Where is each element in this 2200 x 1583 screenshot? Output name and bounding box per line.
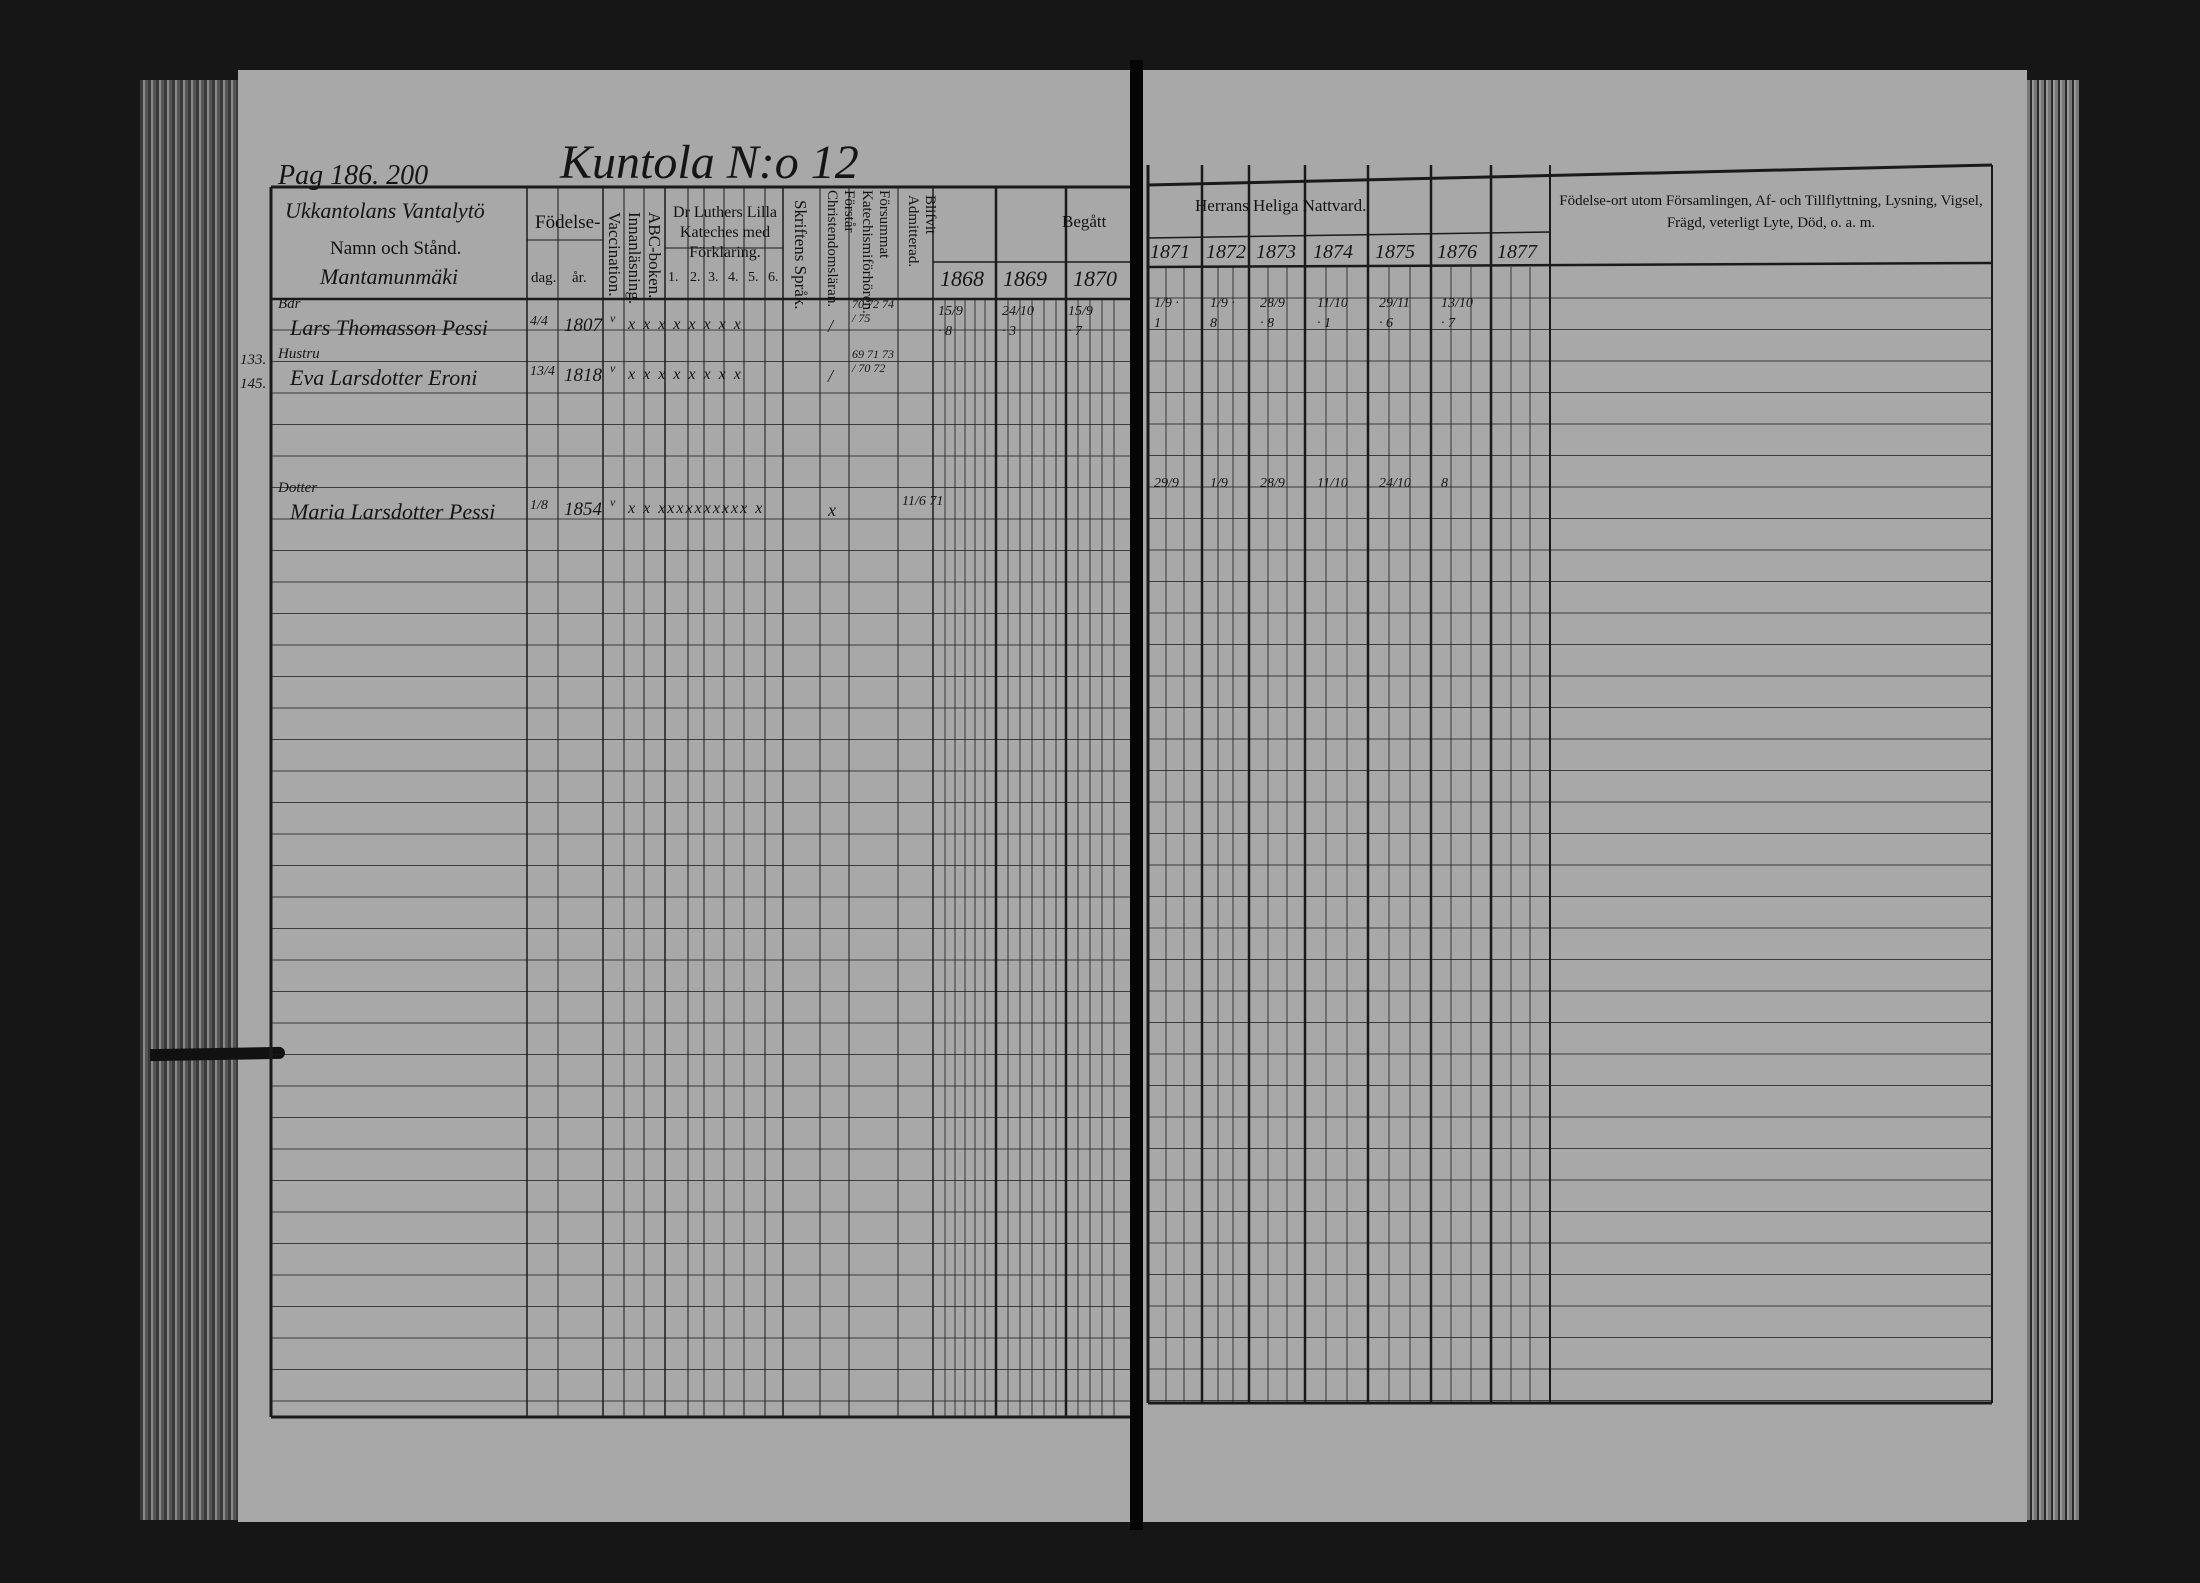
entry-birth-year: 1818 (564, 365, 602, 386)
entry-birth-day: 1/8 (530, 498, 548, 513)
entry-christendom-mark: x (828, 500, 836, 520)
catechism-part-label: 3. (708, 270, 719, 285)
communion-title: Herrans Heliga Nattvard. (1195, 196, 1367, 215)
catechism-part-label: 1. (668, 270, 679, 285)
entry-vaccination: v (610, 311, 616, 325)
abc-label: ABC-boken. (645, 212, 664, 299)
communion-date: 1/9 (1210, 476, 1228, 491)
entry-birth-day: 4/4 (530, 314, 548, 329)
innanlasning-label: Innanläsning. (625, 212, 644, 305)
table-top-rule (1147, 163, 1993, 187)
catechism-label: Dr Luthers Lilla Kateches med Förklaring… (673, 204, 777, 261)
communion-date: 28/9 · 8 (1260, 296, 1285, 331)
catechism-part-label: 2. (690, 270, 701, 285)
communion-date: 24/10 · 3 (1002, 304, 1034, 339)
entry-birth-year: 1807 (564, 315, 602, 336)
communion-date: 15/9 · 7 (1068, 304, 1093, 339)
entry-role: Dotter (278, 480, 318, 496)
header-bottom-rule (1147, 261, 1993, 269)
entry-missed-examinations: 70 72 74 / 75 (852, 297, 894, 325)
communion-date: 29/9 (1154, 476, 1179, 491)
name-col-handwritten: Ukkantolans Vantalytö (285, 198, 485, 223)
communion-date: 11/10 · 1 (1317, 296, 1348, 331)
year-header: 1868 (940, 266, 984, 291)
admitterad-label: Blifvit Admitterad. (905, 195, 938, 268)
entry-name: Eva Larsdotter Eroni (290, 365, 478, 390)
catechism-part-label: 6. (768, 270, 779, 285)
communion-date: 28/9 (1260, 476, 1285, 491)
page-reference: Pag 186. 200 (278, 160, 429, 191)
years-subheader-rule (1147, 231, 1551, 239)
name-col-label: Namn och Stånd. (330, 238, 462, 259)
year-header: 1873 (1256, 241, 1296, 263)
year-header: 1876 (1437, 241, 1477, 263)
entry-vaccination: v (610, 495, 616, 509)
year-header: 1869 (1003, 266, 1047, 291)
communion-date: 1/9 · 1 (1154, 296, 1179, 331)
left-page (238, 70, 1130, 1522)
communion-date: 24/10 (1379, 476, 1411, 491)
begatt-label: Begått (1062, 212, 1107, 231)
entry-role: Bdr (278, 296, 301, 312)
remarks-title: Födelse-ort utom Församlingen, Af- och T… (1559, 193, 1983, 231)
margin-number: 145. (240, 376, 267, 392)
communion-date: 13/10 · 7 (1441, 296, 1473, 331)
communion-date: 29/11 · 6 (1379, 296, 1410, 331)
year-header: 1872 (1206, 241, 1246, 263)
entry-name: Lars Thomasson Pessi (290, 315, 489, 340)
communion-date: 8 (1441, 476, 1448, 491)
page-title: Kuntola N:o 12 (560, 136, 859, 189)
entry-christendom-mark: / (828, 316, 834, 336)
page-edges-left (140, 80, 240, 1520)
entry-missed-examinations: 69 71 73 / 70 72 (852, 347, 894, 375)
entry-admitted: 11/6 71 (902, 494, 944, 509)
entry-birth-year: 1854 (564, 499, 602, 520)
forstar-label: Förstår Christendomsläran. (824, 190, 857, 308)
communion-date: 15/9 · 8 (938, 304, 963, 339)
entry-name: Maria Larsdotter Pessi (290, 499, 496, 524)
communion-date: 1/9 · 8 (1210, 296, 1235, 331)
right-page (1143, 70, 2027, 1522)
birth-year-label: år. (572, 270, 587, 286)
birth-label: Födelse- (535, 212, 601, 233)
skriftens-sprak-label: Skriftens Språk. (791, 200, 810, 310)
year-header: 1875 (1375, 241, 1415, 263)
year-header: 1874 (1313, 241, 1353, 263)
entry-reading-marks: x x x x x x x x (628, 366, 743, 383)
margin-number: 133. (240, 352, 267, 368)
entry-vaccination: v (610, 361, 616, 375)
name-col-place: Mantamunmäki (320, 264, 459, 289)
year-header: 1871 (1150, 241, 1190, 263)
birth-day-label: dag. (531, 270, 557, 286)
entry-birth-day: 13/4 (530, 364, 555, 379)
forsummat-label: Försummat Katechismiförhören. (859, 190, 892, 314)
entry-reading-marks: x x x x x x x x (628, 316, 743, 333)
vaccination-label: Vaccination. (605, 212, 624, 297)
communion-date: 11/10 (1317, 476, 1348, 491)
book-gutter (1130, 60, 1143, 1530)
catechism-part-label: 5. (748, 270, 759, 285)
entry-reading-marks: x x xxxxxxxxxx x (628, 500, 765, 517)
catechism-part-label: 4. (728, 270, 739, 285)
year-header: 1877 (1497, 241, 1537, 263)
year-header: 1870 (1073, 266, 1117, 291)
entry-role: Hustru (278, 346, 320, 362)
entry-christendom-mark: / (828, 366, 834, 386)
page-edges-right (2027, 80, 2079, 1520)
